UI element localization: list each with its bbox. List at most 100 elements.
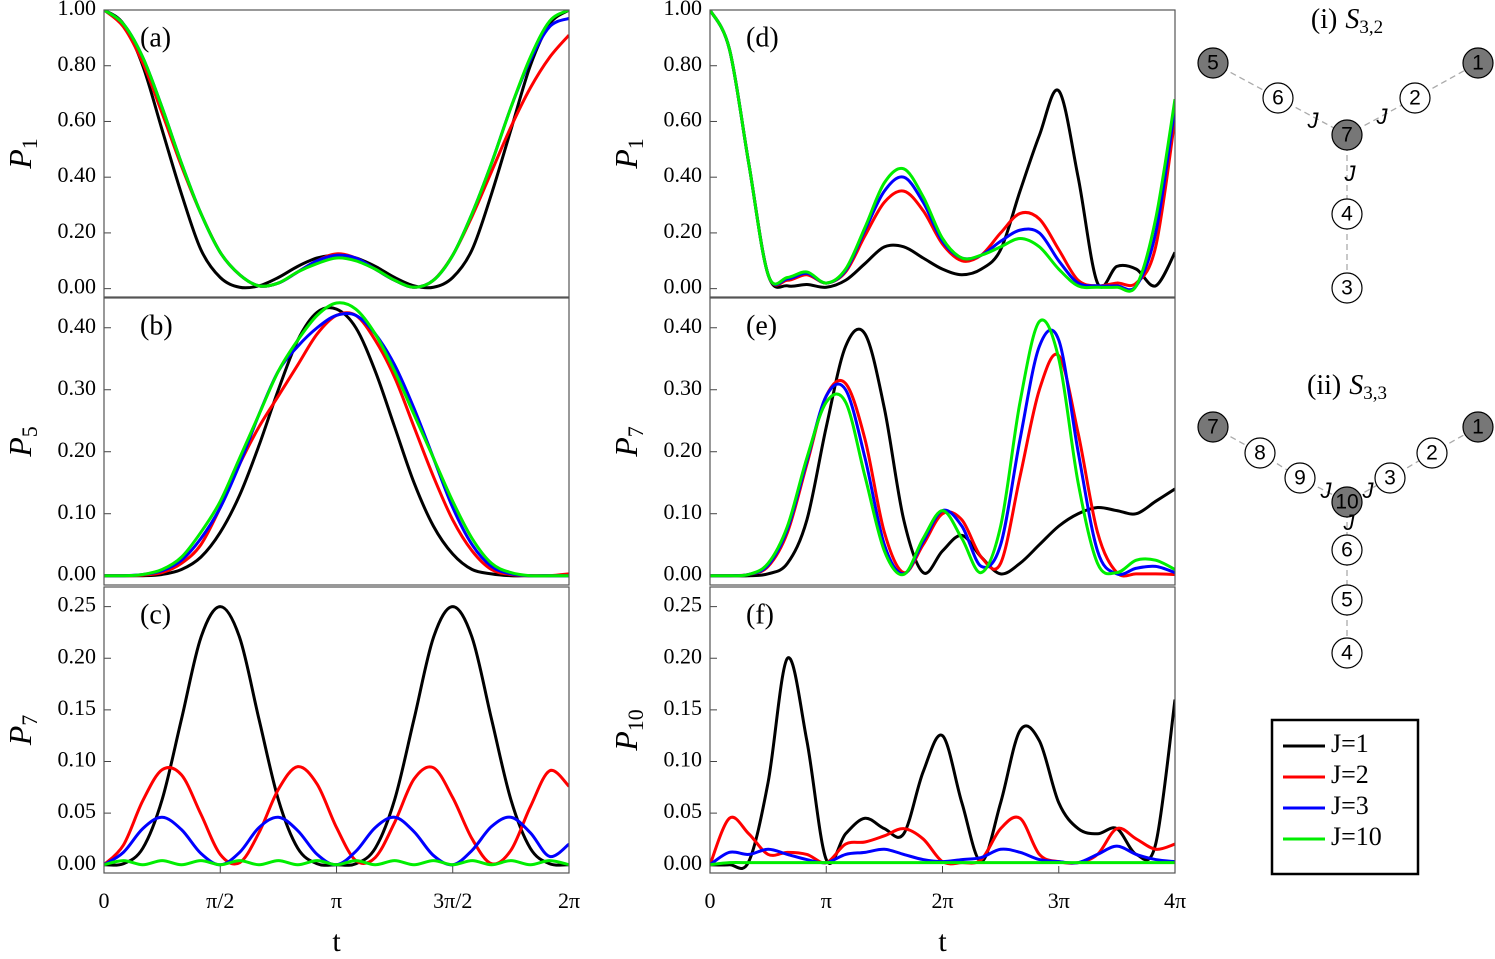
y-axis-label-main: P — [2, 726, 38, 747]
y-axis-label-main: P — [2, 149, 38, 170]
legend-label: J=2 — [1331, 760, 1369, 789]
y-axis-label-main: P — [2, 437, 38, 458]
plot-area — [104, 10, 569, 290]
plot-area — [710, 10, 1175, 293]
diagram-symbol: S — [1345, 4, 1359, 35]
node-label: 10 — [1335, 491, 1358, 514]
edge-label: J — [1344, 161, 1357, 186]
edge — [1259, 452, 1301, 479]
node — [1331, 584, 1363, 616]
line-series — [710, 327, 1175, 578]
node — [1462, 411, 1494, 443]
line-series — [710, 318, 1175, 578]
y-tick-label: 0.80 — [58, 51, 97, 76]
node-label: 6 — [1341, 539, 1353, 562]
x-tick-label: π — [821, 888, 832, 913]
node — [1284, 462, 1316, 494]
line-series — [710, 815, 1175, 866]
panel-label: (b) — [140, 310, 173, 341]
line-series — [710, 10, 1175, 288]
y-axis-label: P7 — [2, 715, 42, 747]
node-label: 4 — [1341, 203, 1353, 226]
line-series — [710, 10, 1175, 292]
y-axis-label-sub: 1 — [17, 138, 42, 149]
y-tick-label: 0.15 — [58, 695, 97, 720]
line-series — [104, 311, 569, 578]
y-tick-label: 0.00 — [58, 561, 97, 586]
node — [1374, 462, 1406, 494]
y-axis-label-main: P — [608, 149, 644, 170]
y-tick-label: 0.10 — [58, 747, 97, 772]
node-label: 8 — [1254, 442, 1266, 465]
panel-label: (d) — [746, 22, 779, 53]
y-axis-label: P7 — [608, 426, 648, 458]
node — [1197, 411, 1229, 443]
y-tick-label: 0.40 — [58, 162, 97, 187]
y-tick-label: 0.60 — [58, 107, 97, 132]
legend-label: J=1 — [1331, 729, 1369, 758]
line-series — [710, 10, 1175, 293]
y-tick-label: 0.60 — [664, 107, 703, 132]
y-tick-label: 0.40 — [664, 162, 703, 187]
x-tick-label: 0 — [99, 888, 110, 913]
node-label: 4 — [1341, 642, 1353, 665]
plot-area — [710, 656, 1175, 871]
line-series — [710, 656, 1175, 871]
x-axis-label: t — [332, 925, 341, 958]
plot-frame — [709, 9, 1176, 298]
diagram-subscript: 3,3 — [1363, 383, 1387, 404]
y-axis-label-main: P — [608, 731, 644, 752]
panel-label: (f) — [746, 599, 774, 630]
plot-frame — [709, 297, 1176, 586]
x-tick-label: 2π — [931, 888, 953, 913]
legend-label: J=3 — [1331, 791, 1369, 820]
x-tick-label: 0 — [705, 888, 716, 913]
y-tick-label: 0.05 — [58, 798, 97, 823]
plot-area — [104, 301, 569, 578]
y-tick-label: 0.20 — [664, 437, 703, 462]
line-series — [104, 10, 569, 289]
y-tick-label: 0.00 — [58, 274, 97, 299]
node-label: 5 — [1341, 589, 1353, 612]
plot-frame — [103, 9, 570, 298]
y-tick-label: 0.05 — [664, 798, 703, 823]
y-tick-label: 0.20 — [664, 643, 703, 668]
diagram-subscript: 3,2 — [1359, 17, 1383, 38]
panel-label: (c) — [140, 599, 171, 630]
edge-label: J — [1307, 108, 1320, 133]
node — [1197, 47, 1229, 79]
diagram-title: (ii) S3,3 — [1307, 370, 1387, 404]
line-series — [104, 859, 569, 867]
diagram-title: (i) S3,2 — [1311, 4, 1383, 38]
y-tick-label: 0.30 — [58, 375, 97, 400]
node — [1331, 119, 1363, 151]
y-tick-label: 0.20 — [58, 643, 97, 668]
edge-label: J — [1376, 104, 1389, 129]
legend-label: J=10 — [1331, 822, 1382, 851]
y-axis-label-sub: 5 — [17, 426, 42, 437]
edge-label: J — [1320, 478, 1333, 503]
y-tick-label: 0.15 — [664, 695, 703, 720]
line-series — [710, 10, 1175, 289]
node-label: 2 — [1426, 442, 1438, 465]
y-tick-label: 0.40 — [664, 313, 703, 338]
plot-area — [104, 605, 569, 867]
line-series — [104, 311, 569, 578]
y-axis-label: P5 — [2, 426, 42, 458]
line-series — [104, 10, 569, 289]
node — [1244, 437, 1276, 469]
y-tick-label: 0.25 — [664, 592, 703, 617]
line-series — [710, 861, 1175, 867]
x-tick-label: 4π — [1164, 888, 1186, 913]
node-label: 7 — [1341, 124, 1353, 147]
y-axis-label: P10 — [608, 709, 648, 752]
diagram-label: (i) — [1311, 4, 1337, 35]
x-axis-label: t — [938, 925, 947, 958]
node-label: 6 — [1272, 87, 1284, 110]
y-tick-label: 0.00 — [58, 850, 97, 875]
plot-frame — [103, 586, 570, 874]
y-axis-label-main: P — [608, 437, 644, 458]
x-tick-label: 3π — [1048, 888, 1070, 913]
node-label: 9 — [1294, 467, 1306, 490]
y-tick-label: 0.80 — [664, 51, 703, 76]
